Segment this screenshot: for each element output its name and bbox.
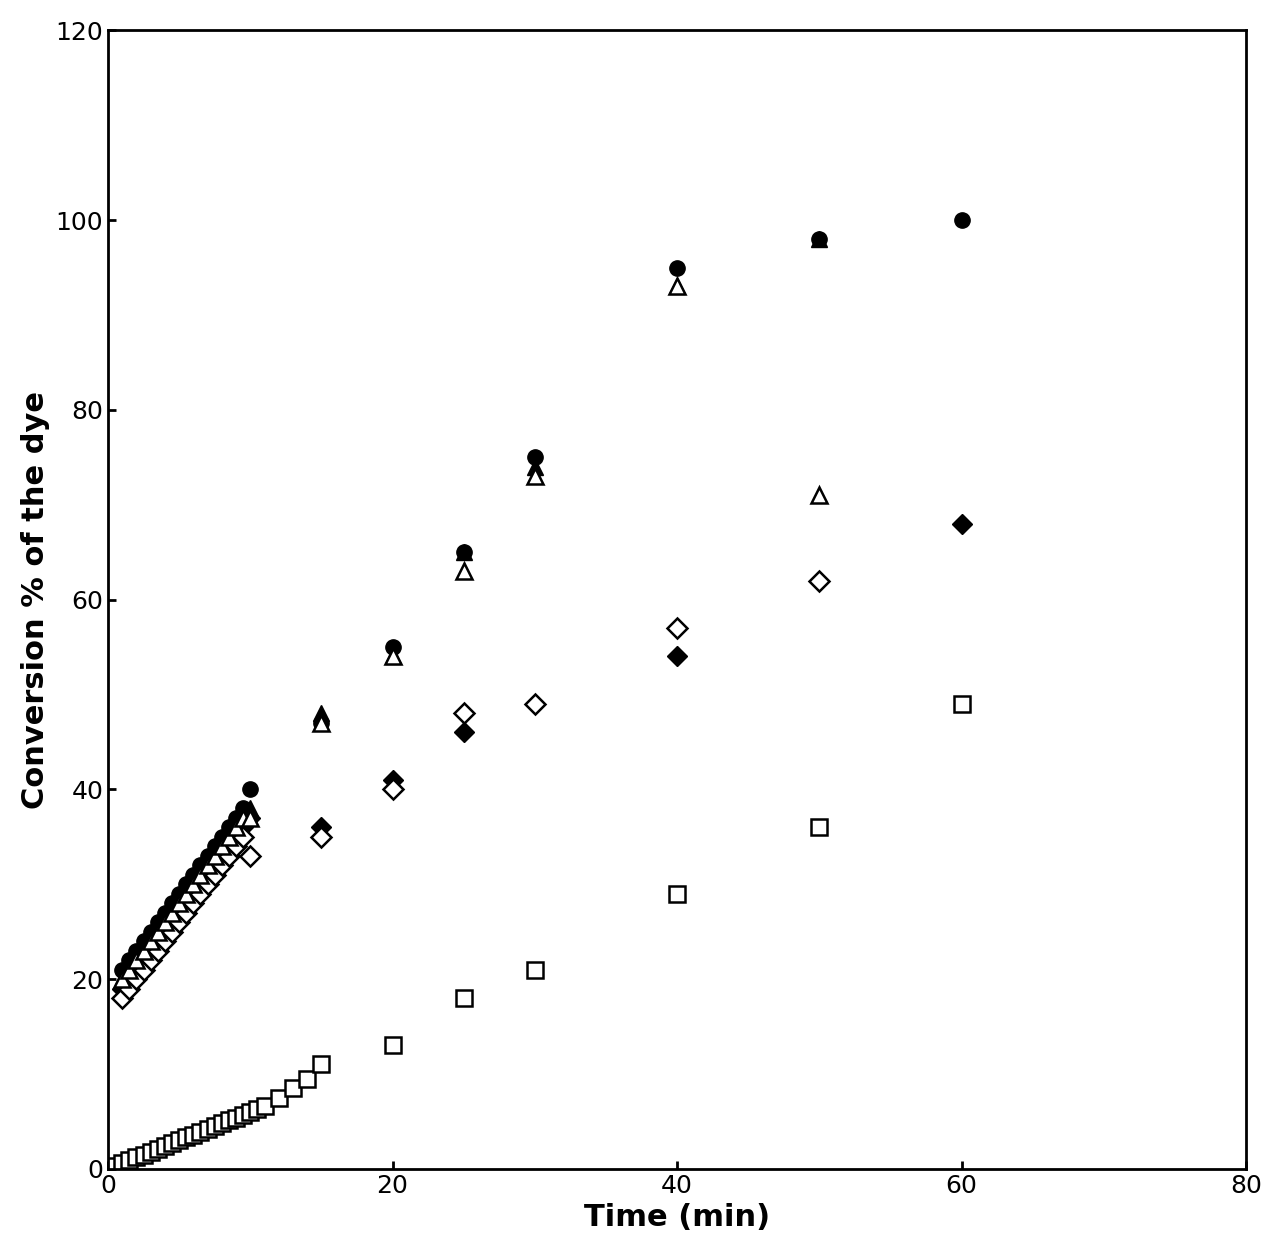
Y-axis label: Conversion % of the dye: Conversion % of the dye [21, 391, 50, 808]
X-axis label: Time (min): Time (min) [584, 1203, 770, 1232]
